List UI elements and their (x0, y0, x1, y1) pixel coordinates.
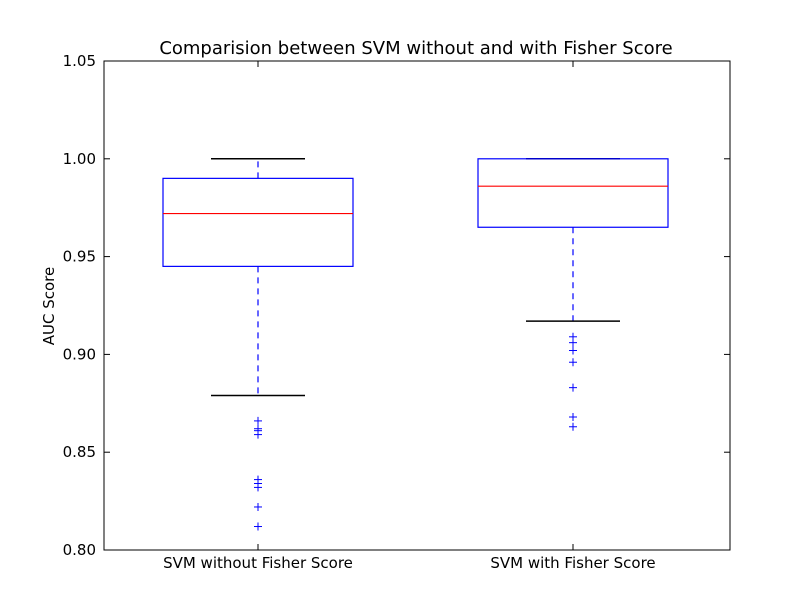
y-tick-label: 0.95 (63, 248, 96, 266)
y-tick-label: 1.05 (63, 52, 96, 70)
x-category-label: SVM without Fisher Score (163, 554, 353, 572)
outlier-point (569, 358, 577, 367)
box-group (477, 158, 669, 431)
outlier-point (569, 338, 577, 347)
y-tick-label: 0.80 (63, 541, 96, 559)
y-tick-label: 0.90 (63, 345, 96, 363)
axes-frame (103, 60, 731, 551)
outlier-point (569, 412, 577, 421)
outlier-point (254, 416, 262, 425)
outlier-point (254, 522, 262, 531)
outlier-point (254, 483, 262, 492)
y-tick-label: 1.00 (63, 150, 96, 168)
box-iqr (162, 177, 354, 267)
outlier-point (254, 502, 262, 511)
box-group (162, 158, 354, 531)
x-category-label: SVM with Fisher Score (490, 554, 655, 572)
plot-area: 0.80 0.85 0.90 0.95 1.00 1.05 SVM without Fish… (63, 52, 731, 572)
y-axis-label: AUC Score (40, 267, 58, 346)
y-tick-label: 0.85 (63, 443, 96, 461)
box-iqr (477, 158, 669, 228)
chart-title: Comparision between SVM without and with… (159, 38, 672, 59)
outlier-point (254, 430, 262, 439)
outlier-point (569, 383, 577, 392)
outlier-point (569, 346, 577, 355)
outlier-point (569, 422, 577, 431)
